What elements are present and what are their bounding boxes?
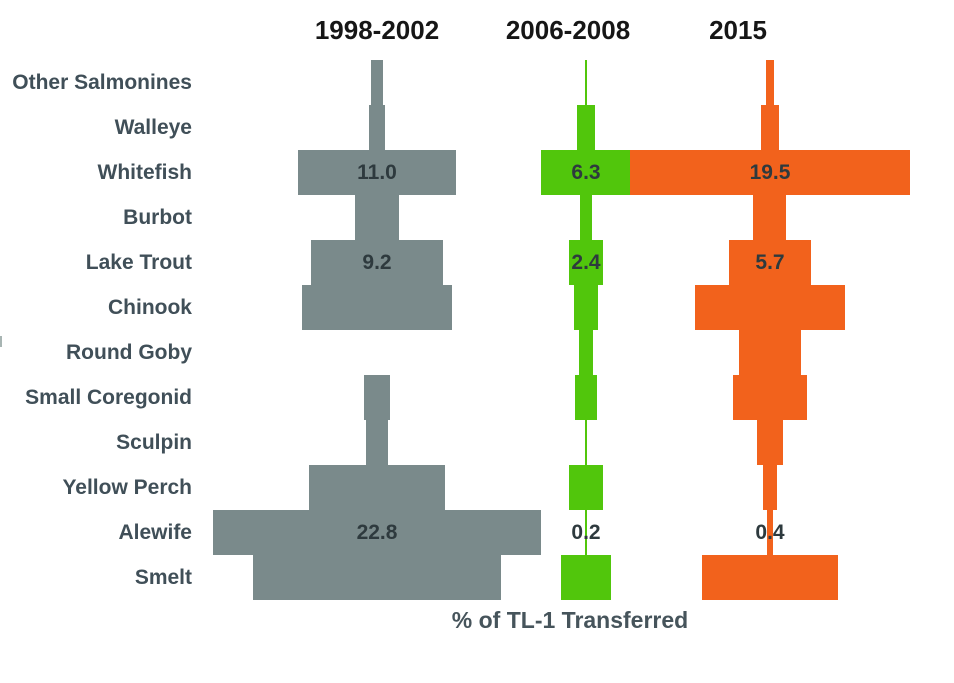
band-2015-whitefish [630, 150, 910, 195]
category-label-lake-trout: Lake Trout [85, 251, 192, 274]
band-2015-chinook [695, 285, 845, 330]
category-label-sculpin: Sculpin [116, 431, 192, 454]
band-1998-2002-yellow-perch [308, 465, 446, 510]
column-header-1998-2002: 1998-2002 [314, 15, 440, 45]
band-2015-alewife [767, 510, 773, 555]
category-label-yellow-perch: Yellow Perch [62, 476, 192, 499]
value-label-2006-2008-alewife: 0.2 [571, 521, 601, 544]
band-2015-other-salmonines [766, 60, 774, 105]
value-label-1998-2002-alewife: 22.8 [356, 521, 398, 544]
band-1998-2002-alewife [213, 510, 541, 555]
category-label-small-coregonid: Small Coregonid [25, 386, 192, 409]
band-2006-2008-burbot [579, 195, 593, 240]
band-2015-lake-trout [729, 240, 811, 285]
band-1998-2002-other-salmonines [370, 60, 384, 105]
band-2006-2008-other-salmonines [584, 60, 588, 105]
band-2006-2008-sculpin [585, 420, 587, 465]
category-label-round-goby: Round Goby [66, 341, 192, 364]
band-2015-smelt [701, 555, 839, 600]
band-2006-2008-smelt [560, 555, 612, 600]
category-label-walleye: Walleye [114, 116, 192, 139]
band-1998-2002-smelt [252, 555, 502, 600]
band-2006-2008-whitefish [540, 150, 632, 195]
band-2006-2008-small-coregonid [575, 375, 597, 420]
category-label-smelt: Smelt [134, 566, 192, 589]
band-2015-burbot [753, 195, 787, 240]
band-2015-walleye [760, 105, 780, 150]
band-1998-2002-sculpin [366, 420, 388, 465]
column-header-2015: 2015 [709, 15, 767, 45]
band-2015-sculpin [757, 420, 783, 465]
value-label-2015-lake-trout: 5.7 [755, 251, 785, 274]
band-2006-2008-yellow-perch [568, 465, 604, 510]
band-1998-2002-lake-trout [310, 240, 443, 285]
band-2006-2008-alewife [584, 510, 588, 555]
category-label-chinook: Chinook [108, 296, 192, 319]
band-1998-2002-whitefish [298, 150, 456, 195]
band-2006-2008-lake-trout [568, 240, 604, 285]
band-2015-small-coregonid [733, 375, 807, 420]
value-label-2015-alewife: 0.4 [755, 521, 785, 544]
category-label-whitefish: Whitefish [97, 161, 193, 184]
column-header-2006-2008: 2006-2008 [505, 15, 631, 45]
value-label-1998-2002-whitefish: 11.0 [357, 161, 397, 184]
value-label-2015-whitefish: 19.5 [749, 161, 791, 184]
value-label-2006-2008-whitefish: 6.3 [571, 161, 601, 184]
left-edge-artifact [0, 336, 2, 347]
band-2006-2008-walleye [576, 105, 596, 150]
band-2015-round-goby [739, 330, 801, 375]
band-1998-2002-small-coregonid [364, 375, 390, 420]
x-axis-label: % of TL-1 Transferred [451, 607, 689, 633]
band-1998-2002-burbot [354, 195, 400, 240]
category-label-burbot: Burbot [123, 206, 192, 229]
category-label-alewife: Alewife [118, 521, 192, 544]
band-2006-2008-round-goby [578, 330, 594, 375]
band-2015-yellow-perch [762, 465, 778, 510]
category-label-other-salmonines: Other Salmonines [12, 71, 192, 94]
band-2006-2008-chinook [573, 285, 599, 330]
value-label-1998-2002-lake-trout: 9.2 [362, 251, 392, 274]
value-label-2006-2008-lake-trout: 2.4 [571, 251, 601, 274]
band-1998-2002-walleye [369, 105, 385, 150]
band-1998-2002-chinook [301, 285, 453, 330]
